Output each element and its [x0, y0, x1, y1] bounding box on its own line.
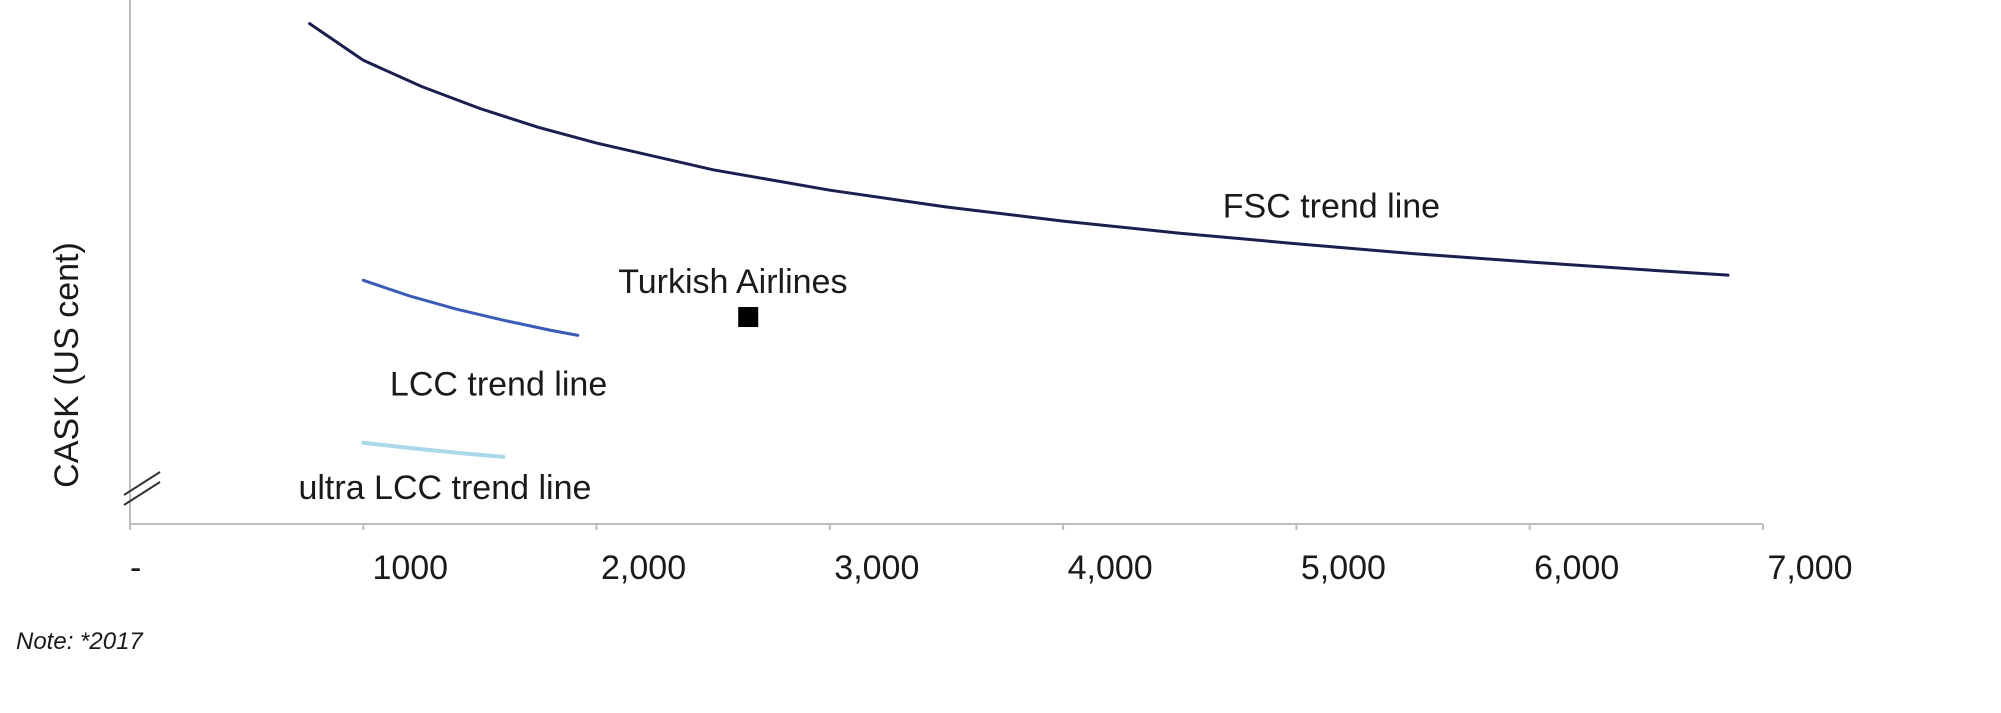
- series-line: [308, 22, 1730, 277]
- x-tick-label: 1000: [372, 549, 448, 587]
- chart-note: Note: *2017: [16, 628, 143, 655]
- x-tick-label: -: [130, 549, 141, 587]
- series-annotation: LCC trend line: [390, 366, 607, 404]
- data-points: Turkish Airlines: [618, 263, 847, 328]
- x-tick-label: 2,000: [601, 549, 686, 587]
- series-annotation: FSC trend line: [1223, 187, 1440, 225]
- x-ticks: [129, 524, 1764, 530]
- y-axis-break-marker: [123, 471, 161, 506]
- series-annotation: ultra LCC trend line: [298, 469, 591, 507]
- axes: [123, 0, 1763, 525]
- annotations: FSC trend line LCC trend line ultra LCC tr…: [298, 187, 1440, 506]
- x-tick-labels: - 1000 2,000 3,000 4,000 5,000 6,000 7,000: [130, 549, 1853, 587]
- data-point-label: Turkish Airlines: [618, 263, 847, 301]
- x-tick-label: 7,000: [1767, 549, 1852, 587]
- data-point: [738, 307, 759, 328]
- x-tick-label: 3,000: [834, 549, 919, 587]
- series-line: [361, 440, 506, 459]
- y-axis-label: CASK (US cent): [48, 242, 86, 488]
- series-lines: [308, 22, 1730, 459]
- series-line: [361, 278, 580, 337]
- x-tick-label: 4,000: [1068, 549, 1153, 587]
- x-tick-label: 6,000: [1534, 549, 1619, 587]
- axis-break-stroke: [123, 481, 161, 506]
- x-tick-label: 5,000: [1301, 549, 1386, 587]
- axis-break-stroke: [123, 471, 161, 496]
